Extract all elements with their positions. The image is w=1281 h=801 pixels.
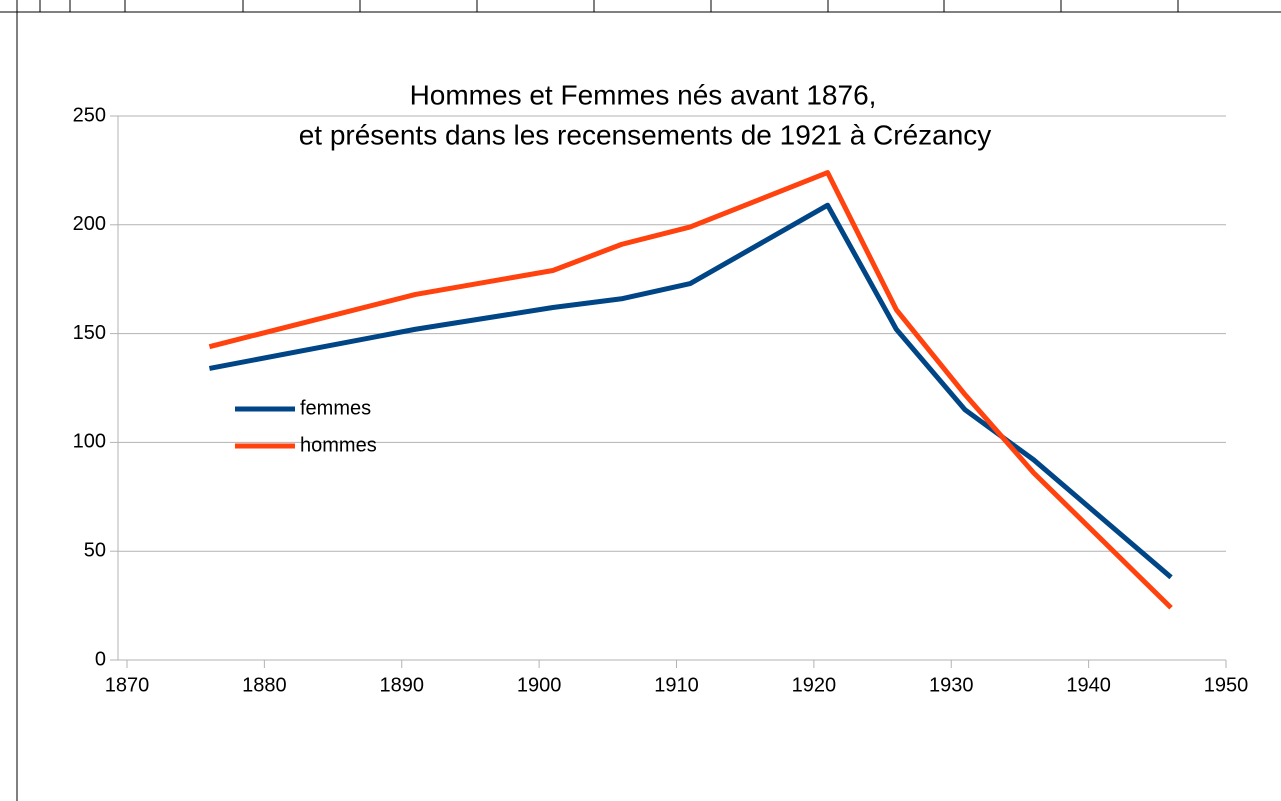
x-tick-label: 1940 xyxy=(1066,674,1111,696)
x-tick-label: 1890 xyxy=(380,674,425,696)
y-tick-label: 50 xyxy=(84,539,106,561)
x-tick-label: 1920 xyxy=(792,674,837,696)
y-tick-label: 150 xyxy=(73,322,106,344)
chart-title: Hommes et Femmes nés avant 1876, xyxy=(410,79,877,110)
series-line xyxy=(208,170,1173,610)
series-line xyxy=(208,202,1173,580)
x-tick-label: 1900 xyxy=(517,674,562,696)
legend-label: hommes xyxy=(300,434,377,456)
y-tick-label: 0 xyxy=(95,648,106,670)
x-tick-label: 1930 xyxy=(929,674,974,696)
x-tick-label: 1950 xyxy=(1204,674,1249,696)
x-tick-label: 1910 xyxy=(654,674,699,696)
y-tick-label: 100 xyxy=(73,431,106,453)
y-tick-label: 250 xyxy=(73,104,106,126)
x-tick-label: 1870 xyxy=(105,674,150,696)
y-tick-label: 200 xyxy=(73,213,106,235)
legend-label: femmes xyxy=(300,397,371,419)
x-tick-label: 1880 xyxy=(242,674,287,696)
chart-title: et présents dans les recensements de 192… xyxy=(299,119,992,150)
